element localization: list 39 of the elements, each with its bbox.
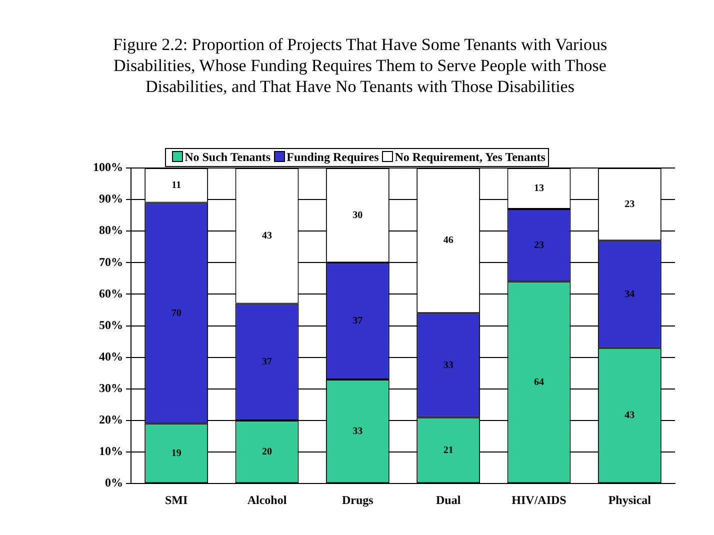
y-tick-label: 60% [99,286,123,300]
y-tick-label: 20% [99,412,123,427]
y-tick-label: 50% [99,318,123,332]
y-tick-label: 40% [99,349,123,364]
data-label: 23 [534,240,544,251]
data-label: 70 [171,308,182,319]
y-tick-label: 0% [105,476,123,490]
data-label: 20 [262,446,272,458]
y-tick-label: 80% [99,223,123,238]
data-label: 34 [624,288,635,300]
x-tick-label: Drugs [342,492,374,507]
y-tick-label: 100% [93,160,123,174]
legend-label: No Such Tenants [184,150,271,164]
x-tick-label: HIV/AIDS [512,492,567,507]
data-label: 43 [624,410,635,422]
data-label: 21 [443,444,454,456]
y-tick-label: 90% [99,192,123,206]
legend-label: Funding Requires [286,150,379,164]
data-label: 37 [262,356,272,368]
data-label: 64 [534,376,544,388]
x-tick-label: Dual [436,492,462,507]
data-label: 19 [171,448,182,459]
x-tick-label: Physical [608,492,652,507]
data-label: 43 [262,230,272,242]
data-label: 30 [352,210,363,221]
y-tick-label: 10% [99,444,123,458]
data-label: 33 [352,426,363,437]
data-label: 11 [172,180,182,191]
chart-title: Figure 2.2: Proportion of Projects That Have Some Tenants with Various Disabilities, Whose Funding Requires Them to Serve People with Those Disabilities, and That Have No Tenants with Those Disabilities [112,34,608,97]
data-label: 46 [443,235,454,246]
y-tick-label: 70% [99,254,123,269]
x-tick-label: Alcohol [247,492,288,507]
series-label: No Requirement, Yes Tenants [394,150,546,164]
y-tick-label: 30% [99,381,123,396]
data-label: 23 [624,198,635,210]
data-label: 33 [443,360,454,371]
x-tick-label: SMI [164,492,188,507]
data-label: 13 [534,183,544,194]
data-label: 37 [352,316,363,327]
